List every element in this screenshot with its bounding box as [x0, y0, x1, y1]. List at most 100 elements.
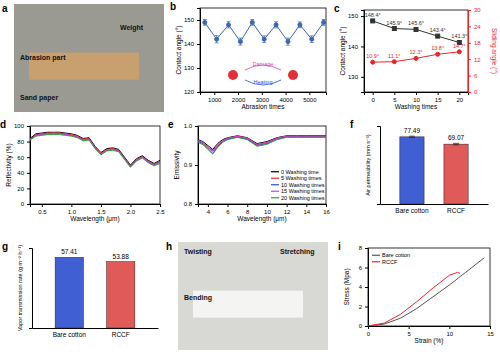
legend: 0 Washing time5 Washing times10 Washing … — [271, 169, 325, 201]
marker — [203, 20, 207, 24]
tick-mark — [195, 204, 198, 205]
error-bar — [203, 20, 207, 26]
tick-mark — [361, 77, 364, 78]
tick: 10 — [446, 326, 453, 337]
marker — [310, 37, 314, 41]
tick-mark — [160, 204, 161, 207]
axis: 02468 — [359, 245, 369, 329]
tick: 5 — [407, 326, 411, 337]
tick-mark — [197, 20, 200, 21]
tick: 120 — [184, 89, 200, 95]
error-bar — [227, 22, 231, 28]
axis-title: Strain (%) — [415, 337, 444, 345]
marker — [274, 23, 278, 27]
droplet-image — [288, 70, 298, 80]
tick: 5 — [393, 92, 397, 103]
tick-mark — [27, 126, 30, 127]
tick: 0 — [367, 326, 371, 337]
photo — [178, 242, 328, 350]
error-bar — [250, 20, 254, 26]
tick: 4000 — [279, 92, 293, 103]
error-bar — [322, 20, 326, 26]
bar — [107, 262, 135, 328]
data-label: 143.4° — [430, 27, 446, 33]
error-bar — [215, 36, 219, 43]
series-line — [30, 134, 160, 167]
tick: 30 — [468, 7, 481, 13]
tick-mark — [197, 44, 200, 45]
plot-frame — [368, 248, 490, 326]
tick-mark — [409, 326, 410, 329]
tick-mark — [468, 26, 471, 27]
bar — [400, 137, 424, 204]
tick-label: 130 — [348, 74, 359, 80]
tick: 60 — [17, 155, 30, 161]
tick-mark — [438, 92, 439, 95]
tick-label: 8 — [359, 245, 363, 251]
legend-swatch — [271, 171, 279, 172]
tick-label: 0 — [474, 89, 478, 95]
tick-label: 30 — [474, 7, 481, 13]
tick: 2.0 — [127, 204, 136, 215]
plot-frame — [30, 126, 160, 204]
tick-label: 2.5 — [156, 209, 165, 215]
tick-label: 0 — [21, 201, 25, 207]
bar — [55, 257, 83, 328]
tick-mark — [208, 204, 209, 207]
axis-title: Reflectivity (%) — [5, 143, 13, 186]
photo-label: Abrasion part — [20, 54, 66, 62]
tick-label: 0 — [359, 323, 363, 329]
tick-mark — [416, 92, 417, 95]
tick-label: 2.0 — [127, 209, 136, 215]
tick: RCCF — [447, 207, 465, 214]
error-bar — [286, 38, 290, 45]
data-label: 12.3° — [410, 49, 423, 55]
axis-title: Contact angle (°) — [339, 27, 347, 76]
tick-mark — [468, 92, 471, 93]
tick: 0 — [21, 201, 30, 207]
bar — [444, 144, 468, 204]
tick-label: 120 — [184, 89, 195, 95]
tick-label: 100 — [14, 123, 25, 129]
axis-title: Air permeability (mm s⁻¹) — [365, 134, 371, 195]
marker — [250, 20, 254, 24]
tick-label: 18 — [474, 40, 481, 46]
plot-frame — [198, 126, 326, 204]
tick: 16 — [323, 204, 330, 215]
tick-label: 0 — [367, 331, 371, 337]
tick: 150 — [348, 13, 364, 19]
annotation: Heating — [254, 79, 273, 85]
panel-label: d — [0, 119, 6, 130]
tick-label: 6 — [226, 209, 230, 215]
tick-label: 24 — [474, 24, 481, 30]
data-label: 11.1° — [388, 53, 401, 59]
tick: 4 — [207, 204, 211, 215]
tick-mark — [214, 92, 215, 95]
axis-line — [33, 328, 159, 329]
tick-mark — [309, 92, 310, 95]
axis: 020406080100 — [14, 123, 31, 207]
marker — [322, 20, 326, 24]
tick-label: 2 — [359, 304, 363, 310]
axis: 10002000300040005000 — [201, 92, 327, 103]
plot-area — [198, 136, 326, 154]
tick-mark — [468, 59, 471, 60]
tick: 20 — [17, 186, 30, 192]
tick: 100 — [14, 123, 30, 129]
marker — [371, 19, 375, 23]
axis-line — [27, 127, 31, 205]
panel-label: g — [2, 241, 8, 252]
photo-label: Bending — [184, 294, 212, 302]
legend-swatch — [271, 197, 279, 198]
tick-mark — [267, 204, 268, 207]
marker — [436, 52, 440, 56]
tick-label: Bare cotton — [53, 331, 87, 338]
tick-label: 0.5 — [38, 209, 47, 215]
tick-mark — [365, 287, 368, 288]
tick-label: 6 — [474, 73, 478, 79]
tick: 0 — [468, 89, 478, 95]
panel-label: i — [338, 241, 341, 252]
marker — [262, 37, 266, 41]
tick: 15 — [435, 92, 442, 103]
series-line — [30, 135, 160, 168]
